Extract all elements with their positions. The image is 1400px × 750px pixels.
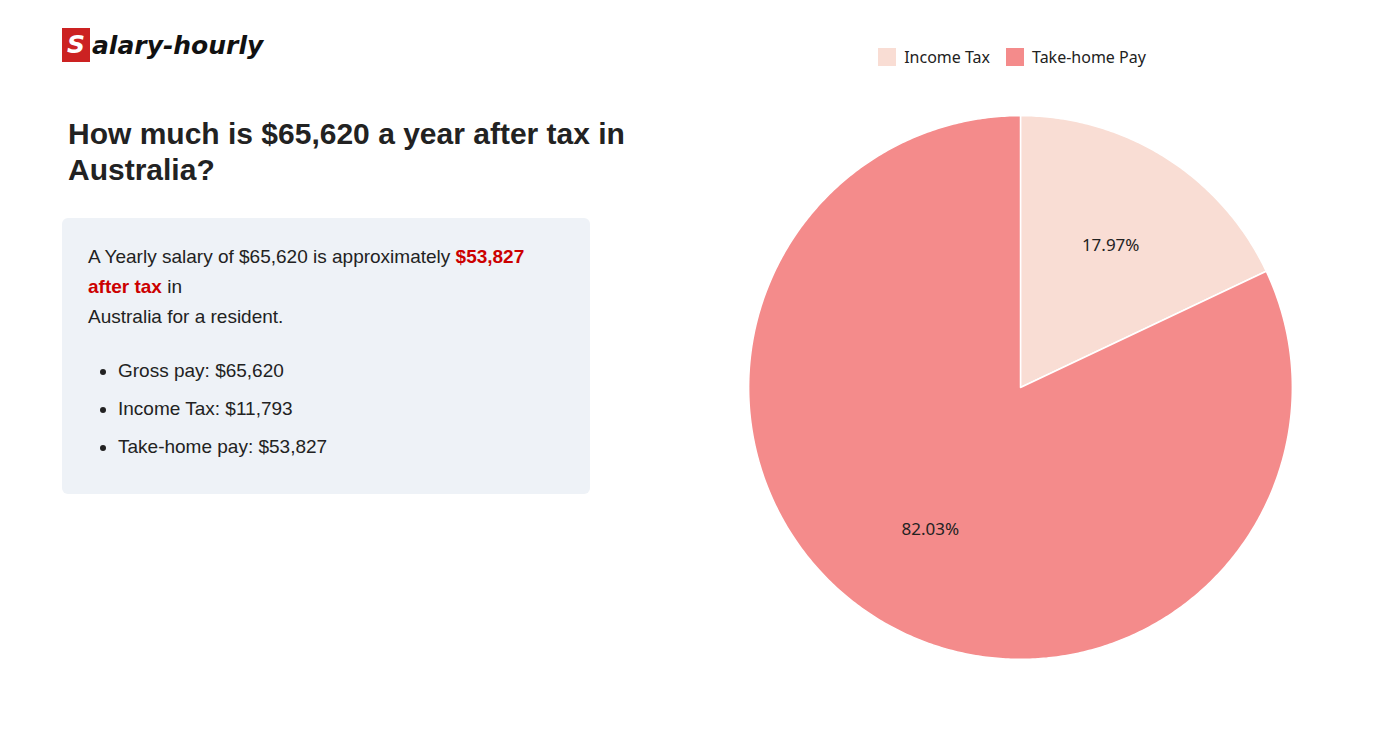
html-text:Income Tax: $11,793: Income Tax: $11,793 bbox=[118, 398, 293, 419]
svg-text:82.03%: 82.03% bbox=[902, 517, 960, 540]
html-text:How much is $65,620 a year aft: How much is $65,620 a year after tax in … bbox=[68, 117, 625, 186]
html-text:A Yearly salary of $65,620 is: A Yearly salary of $65,620 is approximat… bbox=[88, 246, 525, 297]
html-text:Take-home pay: $53,827: Take-home pay: $53,827 bbox=[118, 436, 328, 457]
html-text:Take-home Pay: Take-home Pay bbox=[1032, 45, 1146, 68]
html-text:Gross pay: $65,620: Gross pay: $65,620 bbox=[118, 360, 284, 381]
html-text:Australia for a resident.: Australia for a resident. bbox=[88, 306, 284, 327]
html-text:S alary-hourly: S alary-hourly bbox=[67, 30, 264, 60]
html-text:Income Tax: Income Tax bbox=[904, 45, 990, 68]
svg-text:17.97%: 17.97% bbox=[1082, 233, 1140, 256]
